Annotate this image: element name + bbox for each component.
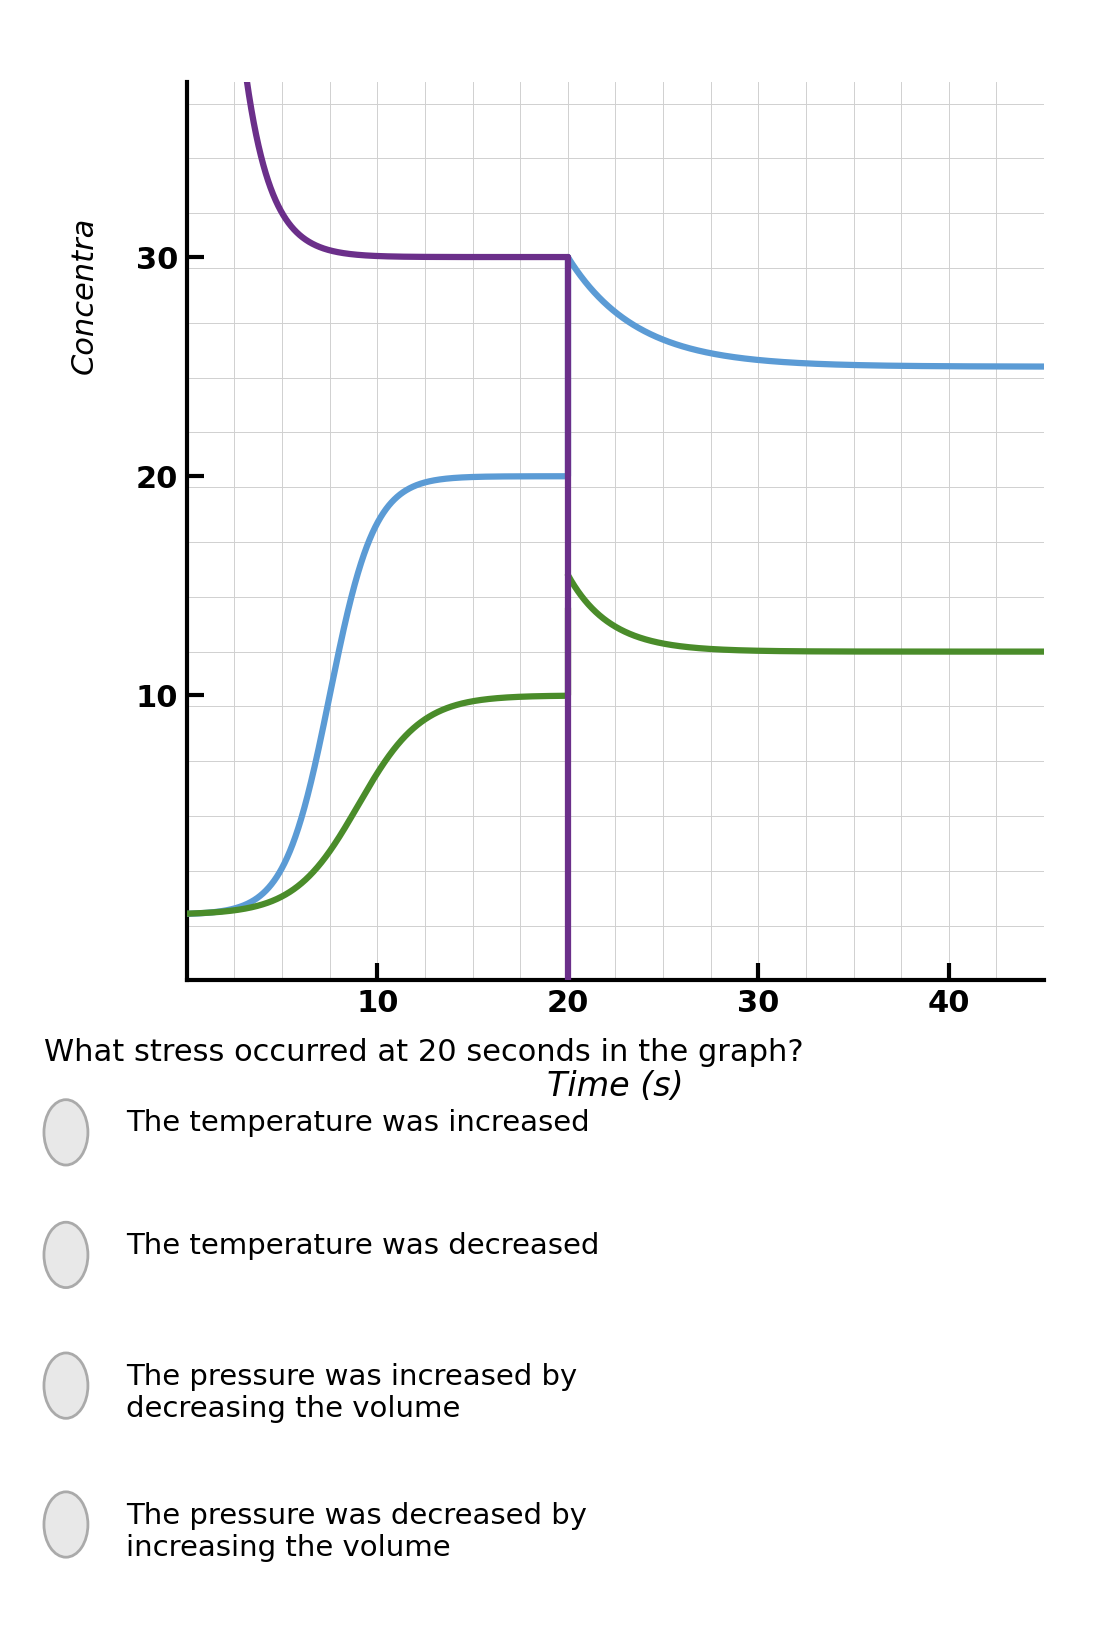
Text: Time (s): Time (s) bbox=[547, 1070, 684, 1103]
Text: The pressure was increased by
decreasing the volume: The pressure was increased by decreasing… bbox=[126, 1363, 578, 1423]
Text: The temperature was decreased: The temperature was decreased bbox=[126, 1232, 600, 1260]
Text: What stress occurred at 20 seconds in the graph?: What stress occurred at 20 seconds in th… bbox=[44, 1038, 803, 1067]
Text: The pressure was decreased by
increasing the volume: The pressure was decreased by increasing… bbox=[126, 1502, 587, 1562]
Text: Concentra: Concentra bbox=[69, 216, 99, 374]
Text: The temperature was increased: The temperature was increased bbox=[126, 1109, 590, 1137]
